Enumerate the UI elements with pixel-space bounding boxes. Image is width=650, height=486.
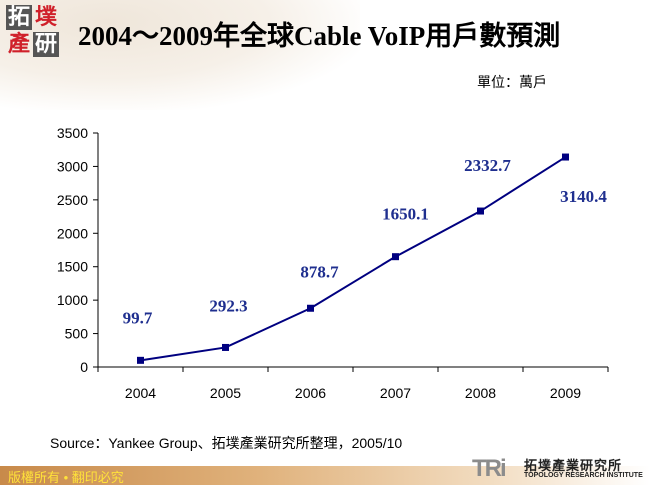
data-point xyxy=(307,304,314,312)
data-point xyxy=(137,356,144,364)
logo-char: 墣 xyxy=(34,4,57,30)
y-tick-label: 0 xyxy=(80,359,88,375)
y-tick-label: 3000 xyxy=(57,158,88,174)
x-tick-label: 2006 xyxy=(295,385,326,401)
x-tick-label: 2004 xyxy=(125,385,156,401)
data-label: 878.7 xyxy=(300,262,339,281)
unit-label: 單位：萬戶 xyxy=(477,74,547,90)
background-map xyxy=(0,0,360,110)
y-tick-label: 2500 xyxy=(57,192,88,208)
brand-name-en: TOPOLOGY RESEARCH INSTITUTE xyxy=(524,472,643,479)
data-point xyxy=(392,253,399,261)
y-tick-label: 2000 xyxy=(57,225,88,241)
data-label: 99.7 xyxy=(123,308,153,327)
logo-char: 研 xyxy=(33,31,59,57)
copyright-text: 版權所有 • 翻印必究 xyxy=(8,470,124,485)
x-tick-label: 2005 xyxy=(210,385,241,401)
x-tick-label: 2008 xyxy=(465,385,496,401)
logo-char: 產 xyxy=(7,31,30,57)
y-tick-label: 1500 xyxy=(57,259,88,275)
source-note: Source：Yankee Group、拓墣產業研究所整理，2005/10 xyxy=(50,435,403,451)
data-point xyxy=(222,343,229,351)
data-point xyxy=(562,153,569,161)
data-label: 2332.7 xyxy=(464,156,511,175)
data-label: 3140.4 xyxy=(560,187,607,206)
y-tick-label: 1000 xyxy=(57,292,88,308)
y-tick-label: 3500 xyxy=(57,125,88,141)
logo-char: 拓 xyxy=(6,4,32,30)
brand-name-cn: 拓墣產業研究所 xyxy=(524,458,623,473)
data-point xyxy=(477,207,484,215)
logo: 拓 墣 產 研 xyxy=(6,5,61,57)
page-title: 2004～2009年全球Cable VoIP用戶數預測 xyxy=(78,21,561,51)
brand-mark: TRi xyxy=(472,455,507,482)
brand-logo: TRi 拓墣產業研究所 TOPOLOGY RESEARCH INSTITUTE xyxy=(472,455,650,485)
data-label: 1650.1 xyxy=(382,205,429,224)
y-tick-label: 500 xyxy=(65,326,89,342)
footer-bar: 版權所有 • 翻印必究 xyxy=(0,466,650,485)
x-tick-label: 2007 xyxy=(380,385,411,401)
series-line xyxy=(140,156,567,362)
x-tick-label: 2009 xyxy=(550,385,581,401)
data-label: 292.3 xyxy=(209,296,247,315)
